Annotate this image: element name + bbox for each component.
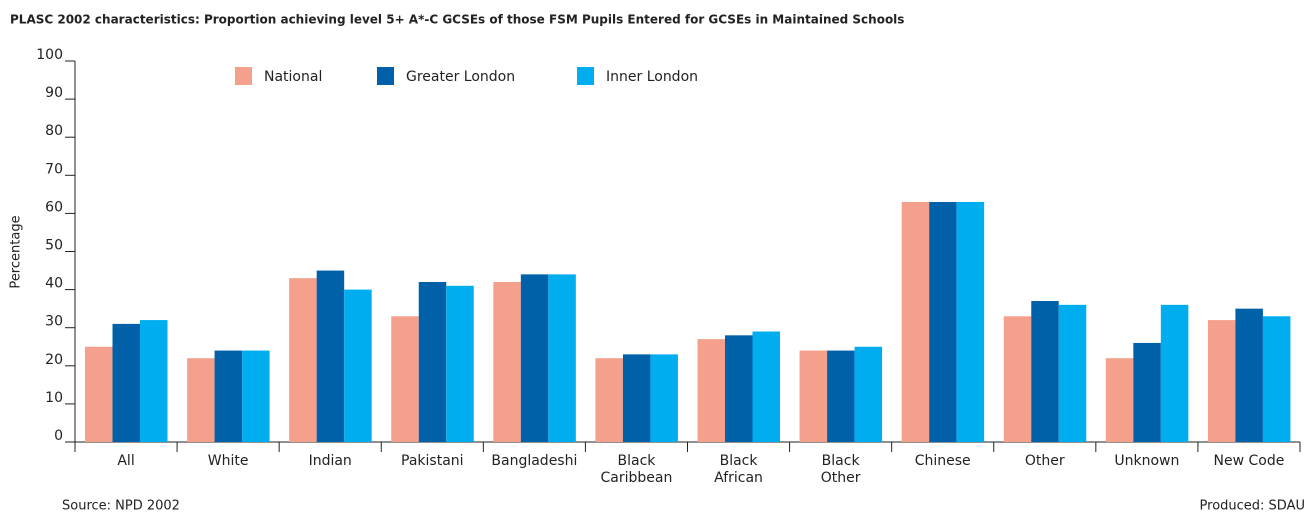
bar	[316, 270, 345, 442]
x-tick-label: White	[208, 453, 249, 469]
bar	[752, 331, 780, 442]
bar	[622, 354, 651, 442]
bar	[85, 346, 113, 442]
bar	[1031, 301, 1059, 442]
legend-label: National	[264, 69, 322, 85]
legend-swatch	[235, 67, 252, 85]
y-tick-label: 0	[54, 428, 63, 444]
bar	[650, 354, 678, 442]
bar	[956, 201, 985, 442]
bar	[799, 350, 828, 442]
bar	[1207, 320, 1236, 442]
y-tick-label: 10	[45, 390, 63, 406]
bar	[901, 201, 930, 442]
bar	[493, 281, 521, 442]
y-tick-label: 60	[45, 199, 63, 215]
x-tick-label: Black Other	[821, 453, 861, 486]
bar	[929, 201, 957, 442]
x-tick-label: Other	[1025, 453, 1065, 469]
y-axis-label: Percentage	[9, 215, 24, 288]
y-tick-label: 20	[45, 352, 63, 368]
bar	[344, 289, 372, 442]
legend-label: Inner London	[606, 69, 698, 85]
bar	[725, 335, 753, 442]
bar	[1235, 308, 1263, 442]
legend-label: Greater London	[406, 69, 515, 85]
x-tick-label: All	[117, 453, 134, 469]
bar	[697, 339, 725, 442]
y-tick-label: 40	[45, 276, 63, 292]
y-tick-label: 90	[45, 85, 63, 101]
bar	[242, 350, 270, 442]
bar	[418, 281, 447, 442]
x-tick-label: Black African	[714, 453, 763, 486]
credit: Produced: SDAU	[1200, 499, 1305, 513]
y-tick-label: 80	[45, 123, 63, 139]
bar	[140, 320, 168, 442]
x-tick-label: New Code	[1214, 453, 1285, 469]
x-tick-label: Pakistani	[401, 453, 464, 469]
x-tick-label: Black Caribbean	[601, 453, 673, 486]
legend-swatch	[577, 67, 594, 85]
bar	[112, 323, 140, 442]
bar	[520, 274, 549, 442]
y-tick-label: 50	[45, 238, 63, 254]
bar	[391, 316, 419, 442]
y-tick-label: 100	[36, 47, 63, 63]
x-tick-label: Chinese	[915, 453, 971, 469]
bar	[827, 350, 855, 442]
bar	[1160, 304, 1189, 442]
bar	[214, 350, 243, 442]
legend-swatch	[377, 67, 394, 85]
x-tick-label: Unknown	[1114, 453, 1179, 469]
x-tick-label: Indian	[309, 453, 352, 469]
bar	[187, 358, 215, 442]
bar	[1133, 342, 1161, 442]
bar	[289, 278, 317, 442]
bar	[548, 274, 576, 442]
bar	[1105, 358, 1134, 442]
bar	[1058, 304, 1087, 442]
bar	[854, 346, 883, 442]
bar	[1262, 316, 1291, 442]
y-tick-label: 30	[45, 314, 63, 330]
y-tick-label: 70	[45, 161, 63, 177]
chart-title: PLASC 2002 characteristics: Proportion a…	[10, 13, 904, 27]
x-tick-label: Bangladeshi	[491, 453, 577, 469]
bar	[1003, 316, 1032, 442]
bar	[446, 285, 474, 442]
bar	[595, 358, 623, 442]
source: Source: NPD 2002	[62, 499, 180, 513]
